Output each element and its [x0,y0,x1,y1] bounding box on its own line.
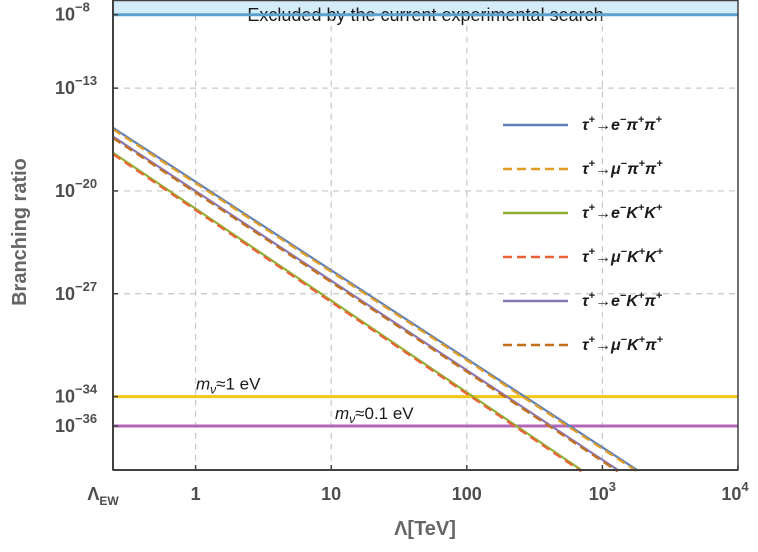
legend-label: τ+→μ−K+K+ [582,246,664,266]
reference-line-label: mν≈1 eV [196,375,261,397]
y-tick-label: 10−34 [55,382,98,407]
x-tick-labels: ΛEW 1 10 100 103 104 [87,465,749,508]
excluded-band-fill [113,0,738,15]
series-line [112,126,638,471]
x-tick-label: 1 [191,484,201,504]
series-line [112,151,583,471]
x-tick-label: 103 [589,479,616,504]
legend: τ+→e−π+π+ τ+→μ−π+π+ τ+→e−K+K+ τ+→μ−K+K+ τ+→e… [503,114,664,354]
series-line [112,153,583,473]
x-tick-label: 104 [721,479,749,504]
plot-frame [112,0,739,471]
reference-lines: mν≈1 eV mν≈0.1 eV [113,13,738,428]
x-tick-label: ΛEW [87,484,119,508]
legend-label: τ+→e−K+π+ [582,290,663,310]
series-lines [112,126,638,473]
reference-line-label: mν≈0.1 eV [335,404,414,426]
series-line [112,137,619,473]
x-tick-label: 100 [452,484,482,504]
legend-label: τ+→e−π+π+ [582,114,663,134]
excluded-band: Excluded by the current experimental sea… [113,0,738,25]
y-tick-labels: 10−8 10−13 10−20 10−27 10−34 10−36 [55,0,118,436]
x-axis-title: Λ[TeV] [394,518,456,540]
y-tick-label: 10−27 [55,279,97,304]
x-tick-label: 10 [321,484,341,504]
y-tick-label: 10−36 [55,411,97,436]
legend-label: τ+→e−K+K+ [582,202,663,222]
legend-label: τ+→μ−π+π+ [582,158,663,178]
series-line [112,128,638,473]
series-line [112,135,619,471]
y-axis-title: Branching ratio [9,158,31,306]
legend-label: τ+→μ−K+π+ [582,334,663,354]
y-tick-label: 10−20 [55,176,97,201]
y-tick-label: 10−13 [55,73,97,98]
y-tick-label: 10−8 [55,0,90,25]
